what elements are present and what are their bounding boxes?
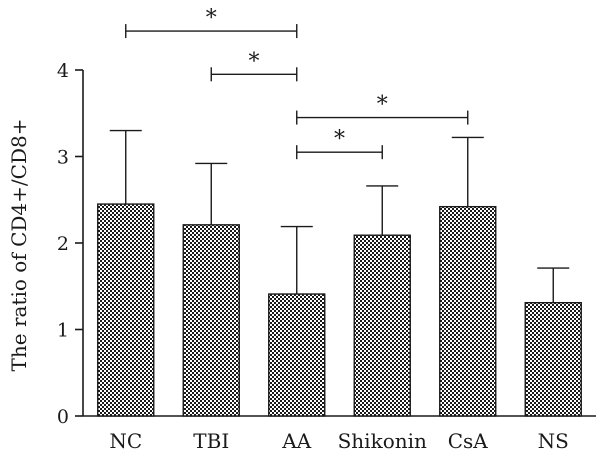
error-bars — [109, 129, 570, 303]
x-axis-labels: NC TBI AA Shikonin CsA NS — [109, 429, 569, 453]
x-tick-label-aa: AA — [281, 429, 311, 453]
bar-aa — [268, 293, 326, 417]
significance-bracket: * — [125, 6, 298, 39]
bar-csa — [439, 205, 497, 417]
x-tick-label-shikonin: Shikonin — [338, 429, 427, 453]
x-tick-label-nc: NC — [109, 429, 142, 453]
x-tick-label-ns: NS — [538, 429, 569, 453]
y-tick-label: 3 — [57, 147, 69, 169]
error-bar-shikonin — [366, 185, 399, 236]
error-bar-csa — [451, 136, 484, 207]
significance-bracket: * — [296, 93, 469, 125]
bar-ns — [524, 301, 582, 417]
y-tick-label: 2 — [57, 233, 69, 255]
y-tick-label: 1 — [57, 320, 69, 342]
significance-brackets: * * * * — [125, 6, 469, 160]
bar-shikonin — [353, 234, 411, 417]
y-axis-ticks: 0 1 2 3 4 — [57, 60, 83, 428]
significance-star: * — [249, 49, 260, 74]
y-tick-label: 4 — [57, 60, 69, 82]
bars — [97, 203, 582, 417]
y-axis-title: The ratio of CD4+/CD8+ — [7, 119, 31, 372]
error-bar-nc — [109, 129, 142, 205]
bar-nc — [97, 203, 155, 417]
significance-star: * — [334, 127, 345, 152]
x-tick-label-csa: CsA — [448, 429, 489, 453]
y-tick-label: 0 — [57, 406, 69, 428]
error-bar-ns — [537, 267, 570, 303]
significance-bracket: * — [296, 127, 383, 160]
axes — [82, 70, 596, 417]
bar-tbi — [182, 224, 240, 417]
x-tick-label-tbi: TBI — [193, 429, 229, 453]
error-bar-aa — [280, 225, 313, 295]
error-bar-tbi — [195, 162, 228, 225]
significance-star: * — [377, 93, 388, 118]
significance-bracket: * — [210, 49, 298, 82]
significance-star: * — [206, 6, 217, 31]
